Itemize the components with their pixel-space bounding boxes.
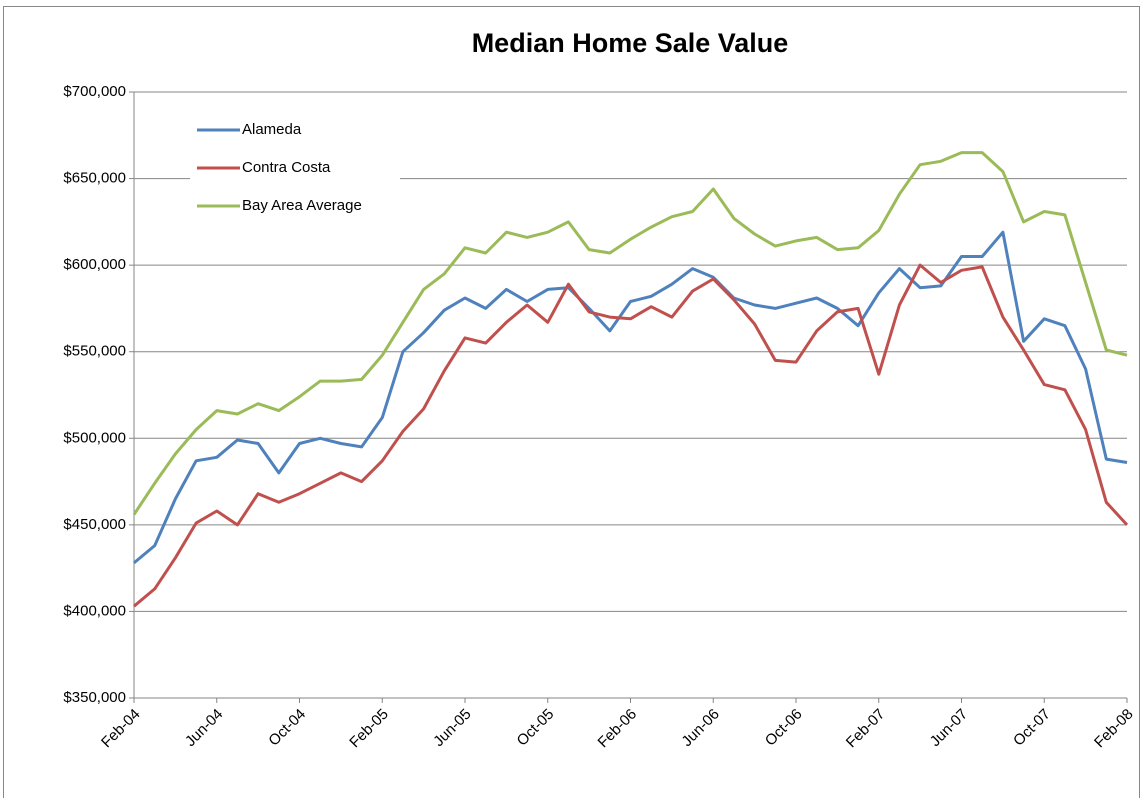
series-line [132, 151, 1128, 516]
y-tick-label: $500,000 [63, 429, 126, 446]
y-tick-label: $650,000 [63, 170, 126, 187]
legend-label: Bay Area Average [242, 197, 362, 214]
y-tick-label: $450,000 [63, 516, 126, 533]
y-tick-label: $350,000 [63, 689, 126, 706]
legend-label: Alameda [242, 121, 302, 138]
y-tick-label: $700,000 [63, 83, 126, 100]
series-line [133, 263, 1129, 608]
chart-frame [3, 6, 1140, 798]
legend-label: Contra Costa [242, 159, 331, 176]
series-line [133, 230, 1128, 565]
y-tick-label: $550,000 [63, 343, 126, 360]
y-tick-label: $600,000 [63, 256, 126, 273]
chart-title: Median Home Sale Value [472, 28, 789, 58]
y-tick-label: $400,000 [63, 602, 126, 619]
